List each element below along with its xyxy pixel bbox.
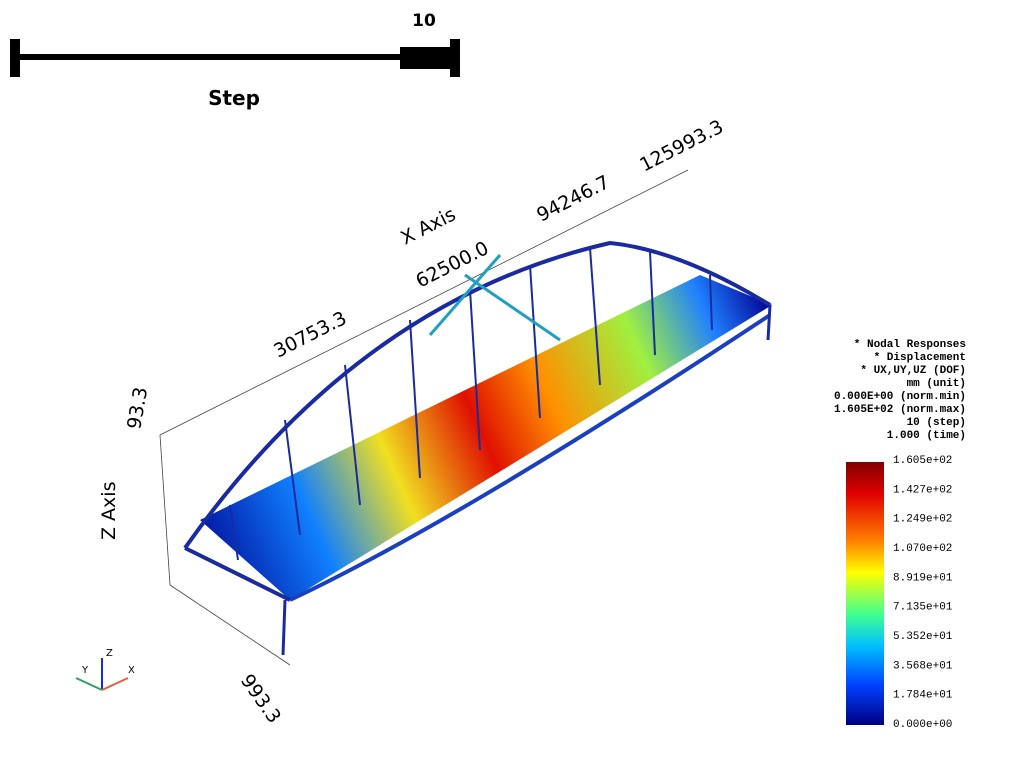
axis-y: Y <box>81 665 89 676</box>
info-line: 1.605E+02 (norm.max) <box>834 404 966 416</box>
info-text: * Nodal Responses * Displacement * UX,UY… <box>834 339 966 442</box>
y-tick-label: 993.3 <box>236 670 285 727</box>
info-line: 1.000 (time) <box>887 430 966 442</box>
deck <box>200 275 772 600</box>
colorbar-ticks: 1.605e+02 1.427e+02 1.249e+02 1.070e+02 8.91… <box>893 455 953 731</box>
slider-cap <box>10 39 20 77</box>
girder <box>289 313 772 602</box>
colorbar-tick-label: 3.568e+01 <box>893 660 953 672</box>
colorbar-tick-label: 1.070e+02 <box>893 543 952 555</box>
colorbar-tick-label: 8.919e+01 <box>893 572 953 584</box>
x-axis-title: X Axis <box>397 203 459 249</box>
info-line: * Nodal Responses <box>854 339 966 351</box>
x-tick-label: 94246.7 <box>533 171 613 226</box>
z-tick-label: 93.3 <box>123 385 152 430</box>
x-tick-label: 30753.3 <box>270 307 350 362</box>
axis-z: Z <box>106 648 113 659</box>
colorbar-tick-label: 1.249e+02 <box>893 514 952 526</box>
colorbar-tick-label: 0.000e+00 <box>893 719 952 731</box>
colorbar-tick-label: 5.352e+01 <box>893 631 953 643</box>
x-tick-label: 125993.3 <box>636 116 727 177</box>
info-line: * Displacement <box>874 352 966 364</box>
z-axis-title: Z Axis <box>98 482 120 540</box>
axis-x: X <box>128 665 135 676</box>
info-line: 10 (step) <box>907 417 966 429</box>
bridge-model <box>183 240 772 656</box>
orientation-axes: Z X Y <box>75 648 135 691</box>
colorbar-tick-label: 7.135e+01 <box>893 602 953 614</box>
colorbar-tick-label: 1.605e+02 <box>893 455 952 467</box>
colorbar-tick-label: 1.784e+01 <box>893 690 953 702</box>
colorbar-tick-label: 1.427e+02 <box>893 484 952 496</box>
slider-label: Step <box>208 86 260 110</box>
slider-handle[interactable] <box>400 47 452 69</box>
slider-cap <box>450 39 460 77</box>
step-slider[interactable]: 10 Step <box>10 11 460 110</box>
info-line: 0.000E+00 (norm.min) <box>834 391 966 403</box>
axes-box <box>159 169 689 666</box>
info-line: * UX,UY,UZ (DOF) <box>860 365 966 377</box>
colorbar <box>846 462 884 725</box>
arch <box>183 240 772 550</box>
info-line: mm (unit) <box>907 378 966 390</box>
slider-value: 10 <box>412 11 436 31</box>
